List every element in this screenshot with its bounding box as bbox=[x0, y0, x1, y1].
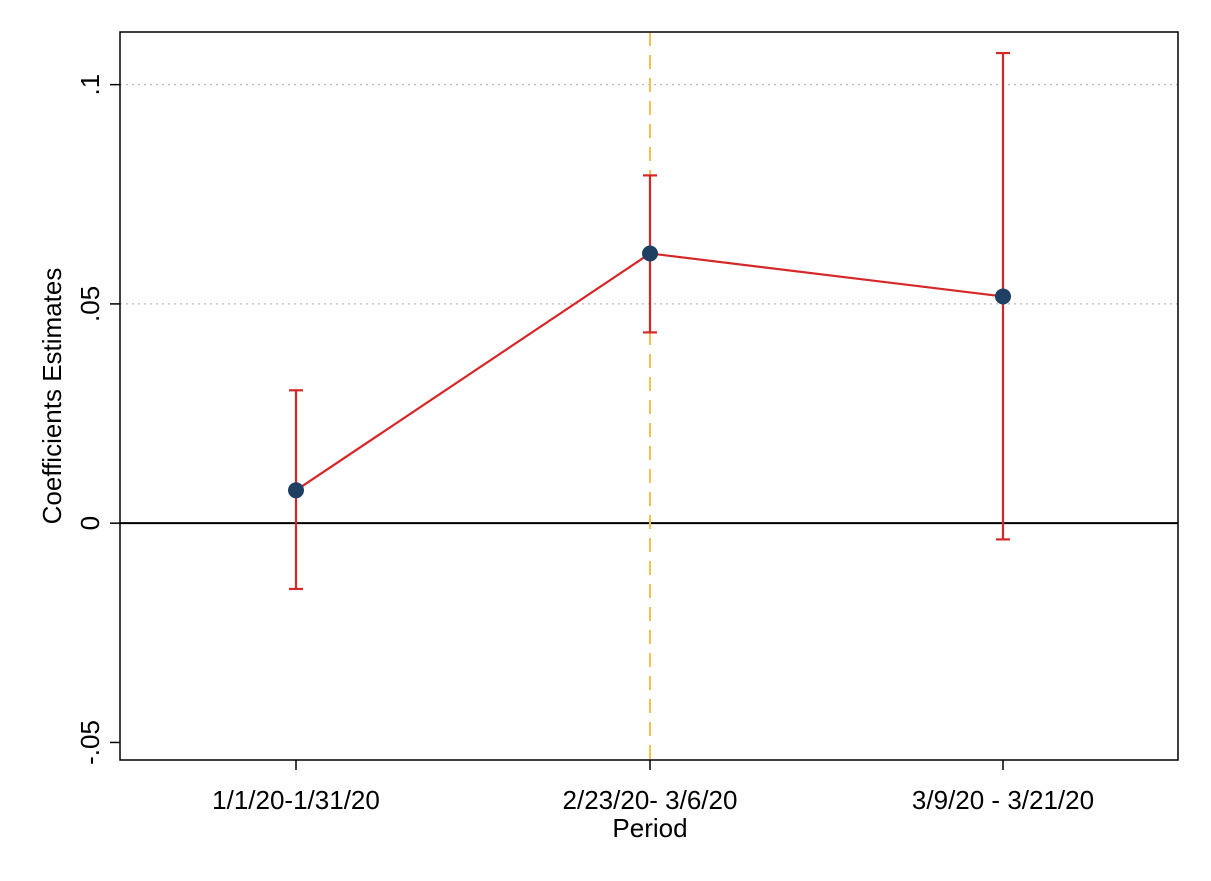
y-tick-label: .1 bbox=[75, 74, 105, 96]
y-tick-label: -.05 bbox=[75, 720, 105, 765]
y-tick-label: .05 bbox=[75, 286, 105, 322]
x-tick-label: 2/23/20- 3/6/20 bbox=[563, 785, 738, 815]
y-axis: -.05 0 .05 .1 bbox=[75, 74, 120, 765]
x-tick-label: 3/9/20 - 3/21/20 bbox=[912, 785, 1094, 815]
data-point bbox=[995, 288, 1011, 305]
plot-frame bbox=[119, 31, 1179, 761]
x-axis-title: Period bbox=[612, 813, 687, 843]
data-point bbox=[642, 245, 658, 262]
x-axis: 1/1/20-1/31/20 2/23/20- 3/6/20 3/9/20 - 3/… bbox=[212, 760, 1094, 815]
data-point bbox=[288, 482, 304, 499]
series-layer bbox=[288, 51, 1011, 591]
x-tick-label: 1/1/20-1/31/20 bbox=[212, 785, 380, 815]
y-tick-label: 0 bbox=[75, 516, 105, 530]
y-axis-title: Coefficients Estimates bbox=[37, 268, 67, 525]
